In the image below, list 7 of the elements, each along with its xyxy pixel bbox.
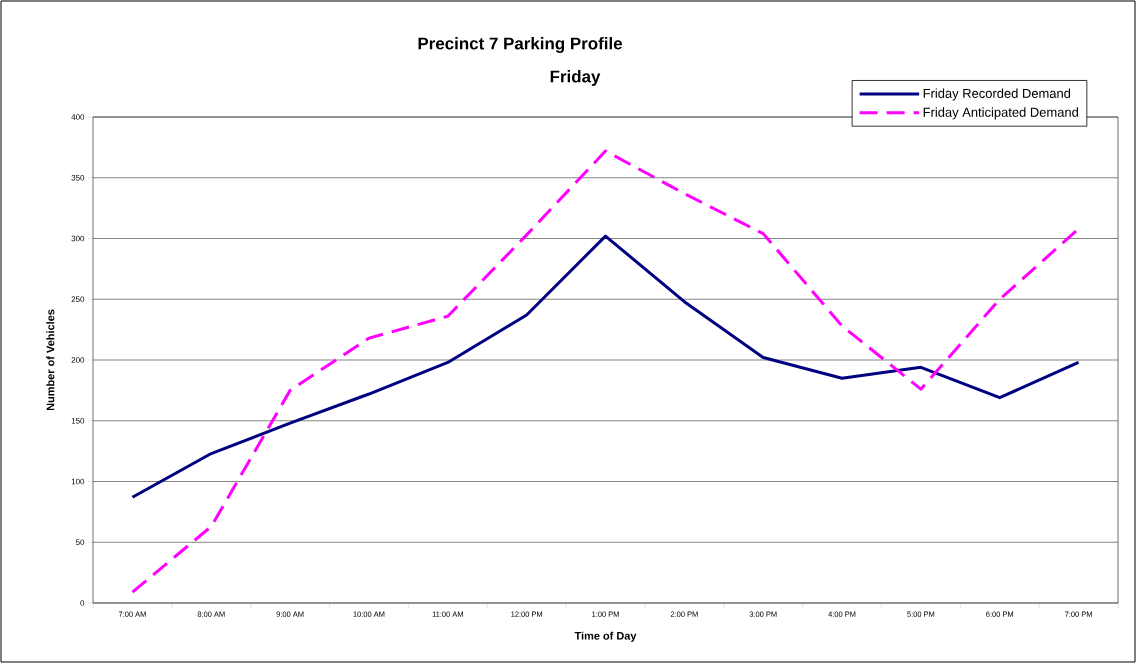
legend-label: Friday Anticipated Demand	[923, 107, 1078, 120]
chart-subtitle: Friday	[550, 70, 601, 86]
legend-label: Friday Recorded Demand	[923, 88, 1071, 101]
line-series	[130, 234, 1081, 499]
x-axis-title: Time of Day	[574, 631, 637, 642]
chart-title: Precinct 7 Parking Profile	[418, 37, 623, 53]
y-axis-title: Number of Vehicles	[46, 309, 55, 411]
